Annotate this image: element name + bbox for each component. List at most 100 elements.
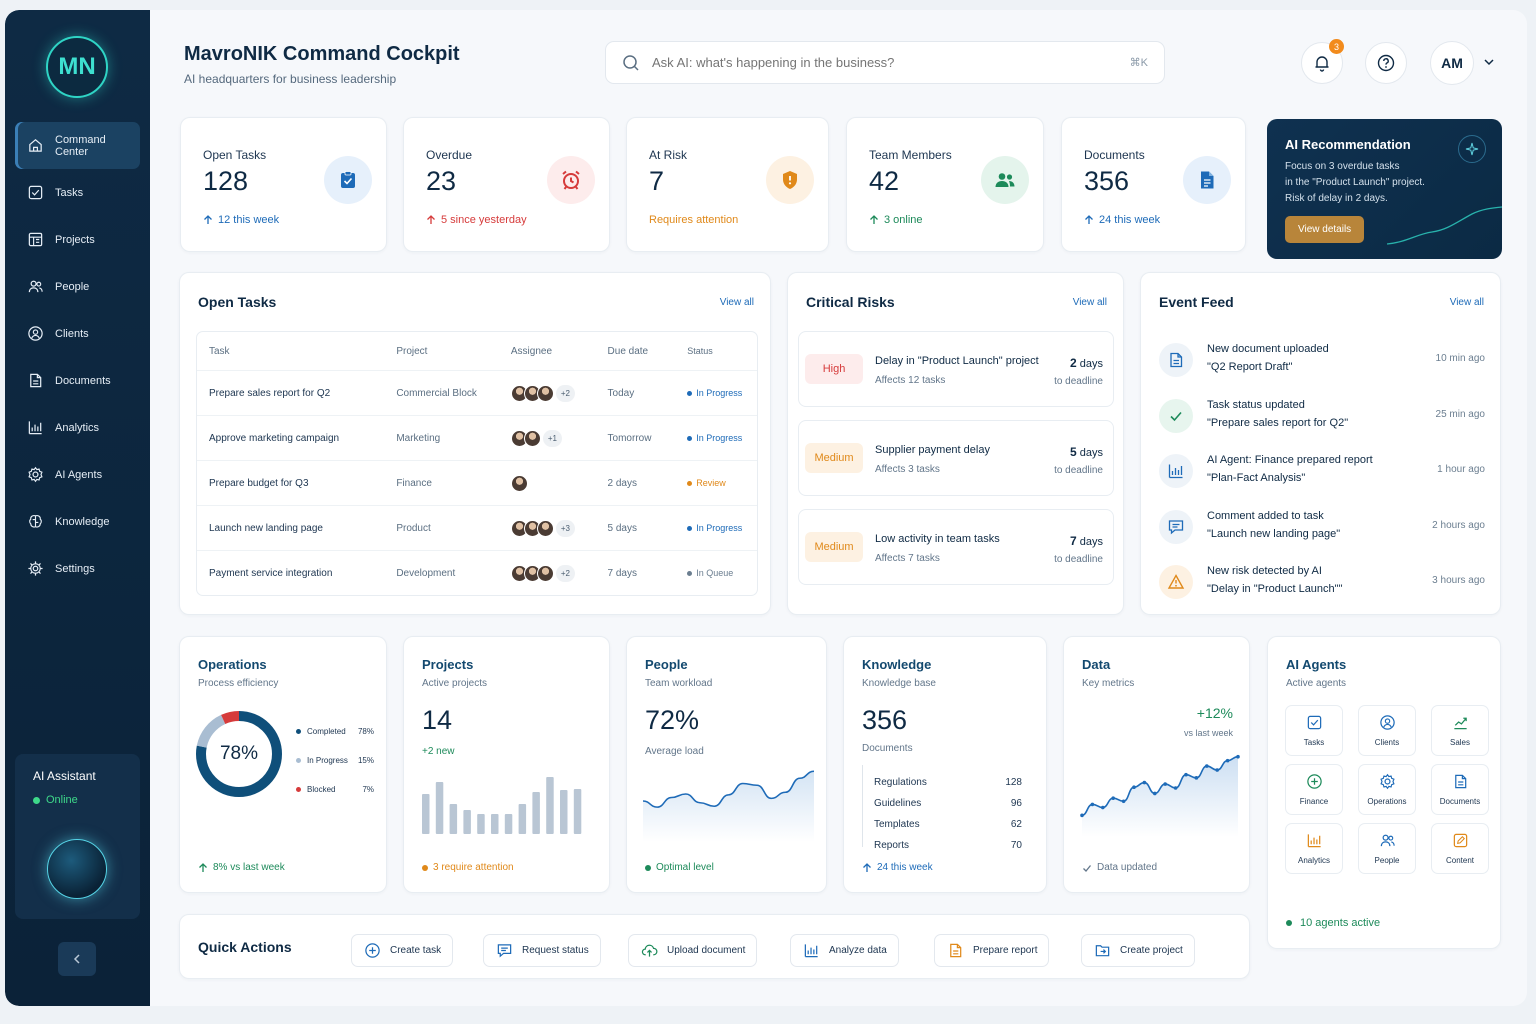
operations-card[interactable]: Operations Process efficiency 78% Comple… (179, 636, 387, 893)
data-card[interactable]: Data Key metrics +12% vs last week Data … (1063, 636, 1250, 893)
sidebar-item-projects[interactable]: Projects (15, 216, 140, 263)
kpi-icon-badge (766, 156, 814, 204)
event-item[interactable]: AI Agent: Finance prepared report "Plan-… (1159, 448, 1485, 504)
ai-assistant-title: AI Assistant (33, 769, 96, 783)
agent-tile-documents[interactable]: Documents (1431, 764, 1489, 815)
quick-action-request-status[interactable]: Request status (483, 934, 601, 967)
agent-tile-sales[interactable]: Sales (1431, 705, 1489, 756)
more-assignees-badge[interactable]: +1 (542, 429, 562, 447)
sidebar-item-analytics[interactable]: Analytics (15, 404, 140, 451)
risk-item[interactable]: Medium Supplier payment delay Affects 3 … (798, 420, 1114, 496)
comment-icon (497, 944, 512, 958)
document-icon (1201, 171, 1214, 189)
risk-item[interactable]: High Delay in "Product Launch" project A… (798, 331, 1114, 407)
knowledge-item-templates[interactable]: Templates 62 (862, 819, 1022, 830)
kpi-card-documents[interactable]: Documents 356 24 this week (1061, 117, 1246, 252)
agent-tile-operations[interactable]: Operations (1358, 764, 1416, 815)
kpi-card-team-members[interactable]: Team Members 42 3 online (846, 117, 1044, 252)
task-status-label: In Queue (696, 568, 734, 578)
view-details-button[interactable]: View details (1285, 216, 1365, 243)
sidebar-item-settings[interactable]: Settings (15, 545, 140, 592)
event-detail: "Delay in "Product Launch"" (1207, 583, 1343, 595)
table-row[interactable]: Launch new landing page Product +3 5 day… (197, 505, 757, 550)
help-button[interactable] (1365, 42, 1407, 84)
assignee-avatar[interactable] (536, 384, 554, 402)
knowledge-card[interactable]: Knowledge Knowledge base 356 Documents R… (843, 636, 1047, 893)
sidebar-item-clients[interactable]: Clients (15, 310, 140, 357)
projects-value: 14 (422, 705, 453, 735)
event-item[interactable]: Comment added to task "Launch new landin… (1159, 504, 1485, 560)
projects-card[interactable]: Projects Active projects 14 +2 new 3 req… (403, 636, 610, 893)
agent-label: Finance (1299, 797, 1329, 806)
agent-tile-finance[interactable]: Finance (1285, 764, 1343, 815)
risk-deadline-label: to deadline (1054, 376, 1103, 387)
agent-tile-content[interactable]: Content (1431, 823, 1489, 874)
open-tasks-view-all-link[interactable]: View all (719, 297, 754, 308)
table-row[interactable]: Approve marketing campaign Marketing +1 … (197, 415, 757, 460)
sidebar-item-command-center[interactable]: Command Center (15, 122, 140, 169)
kpi-card-open-tasks[interactable]: Open Tasks 128 12 this week (180, 117, 387, 252)
more-assignees-badge[interactable]: +2 (555, 564, 575, 582)
collapse-sidebar-button[interactable] (58, 942, 96, 976)
folder-icon (1095, 945, 1110, 957)
legend-value: 15% (357, 756, 374, 765)
kpi-card-overdue[interactable]: Overdue 23 5 since yesterday (403, 117, 610, 252)
notifications-button[interactable]: 3 (1301, 39, 1344, 84)
sidebar-item-knowledge[interactable]: Knowledge (15, 498, 140, 545)
sidebar-nav: Command Center Tasks Projects People Clients… (15, 122, 140, 592)
quick-action-prepare-report[interactable]: Prepare report (934, 934, 1050, 967)
assignee-avatar[interactable] (523, 429, 541, 447)
ai-assistant-orb[interactable] (47, 839, 107, 899)
task-status-label: In Progress (696, 388, 743, 398)
sidebar-item-ai-agents[interactable]: AI Agents (15, 451, 140, 498)
user-avatar[interactable]: AM (1430, 41, 1474, 85)
risk-item[interactable]: Medium Low activity in team tasks Affect… (798, 509, 1114, 585)
assignee-avatar[interactable] (536, 519, 554, 537)
sidebar-item-documents[interactable]: Documents (15, 357, 140, 404)
quick-action-analyze-data[interactable]: Analyze data (790, 934, 899, 967)
quick-action-create-task[interactable]: Create task (351, 934, 454, 967)
event-item[interactable]: New risk detected by AI "Delay in "Produ… (1159, 559, 1485, 615)
agent-tile-people[interactable]: People (1358, 823, 1416, 874)
event-item[interactable]: New document uploaded "Q2 Report Draft" … (1159, 337, 1485, 393)
knowledge-item-guidelines[interactable]: Guidelines 96 (862, 798, 1022, 809)
chevron-left-icon (73, 954, 80, 964)
event-item[interactable]: Task status updated "Prepare sales repor… (1159, 393, 1485, 449)
brand-logo[interactable]: MN (46, 36, 108, 98)
ai-assistant-panel[interactable]: AI Assistant Online (15, 754, 140, 919)
column-header-due-date[interactable]: Due date (607, 345, 649, 357)
agent-tile-analytics[interactable]: Analytics (1285, 823, 1343, 874)
table-row[interactable]: Prepare budget for Q3 Finance 2 days Rev… (197, 460, 757, 505)
kpi-card-at-risk[interactable]: At Risk 7 Requires attention (626, 117, 829, 252)
sidebar-item-tasks[interactable]: Tasks (15, 169, 140, 216)
search-icon (623, 54, 639, 71)
agent-tile-tasks[interactable]: Tasks (1285, 705, 1343, 756)
assignee-avatar[interactable] (536, 564, 554, 582)
quick-action-create-project[interactable]: Create project (1081, 934, 1195, 967)
quick-action-upload-document[interactable]: Upload document (628, 934, 758, 967)
column-header-project[interactable]: Project (396, 345, 428, 357)
column-header-task[interactable]: Task (209, 345, 230, 357)
kpi-icon-badge (547, 156, 595, 204)
chevron-down-icon[interactable] (1483, 56, 1495, 68)
assignee-avatar[interactable] (510, 474, 528, 492)
sidebar-item-people[interactable]: People (15, 263, 140, 310)
knowledge-item-regulations[interactable]: Regulations 128 (862, 777, 1022, 788)
ai-search-bar[interactable]: ⌘K (605, 41, 1165, 84)
table-row[interactable]: Prepare sales report for Q2 Commercial B… (197, 370, 757, 415)
column-header-assignee[interactable]: Assignee (510, 345, 553, 357)
column-header-status[interactable]: Status (687, 346, 713, 356)
event-feed-view-all-link[interactable]: View all (1449, 297, 1484, 308)
table-row[interactable]: Payment service integration Development … (197, 550, 757, 595)
more-assignees-badge[interactable]: +2 (555, 384, 575, 402)
document-icon (1170, 352, 1183, 368)
analytics-icon (804, 944, 818, 958)
more-assignees-badge[interactable]: +3 (555, 519, 575, 537)
people-icon (1380, 834, 1395, 847)
critical-risks-view-all-link[interactable]: View all (1072, 297, 1107, 308)
ai-search-input[interactable] (652, 55, 1118, 70)
people-card[interactable]: People Team workload 72% Average load Op… (626, 636, 827, 893)
knowledge-item-reports[interactable]: Reports 70 (862, 840, 1022, 851)
agent-tile-clients[interactable]: Clients (1358, 705, 1416, 756)
chart-point (1236, 754, 1240, 759)
